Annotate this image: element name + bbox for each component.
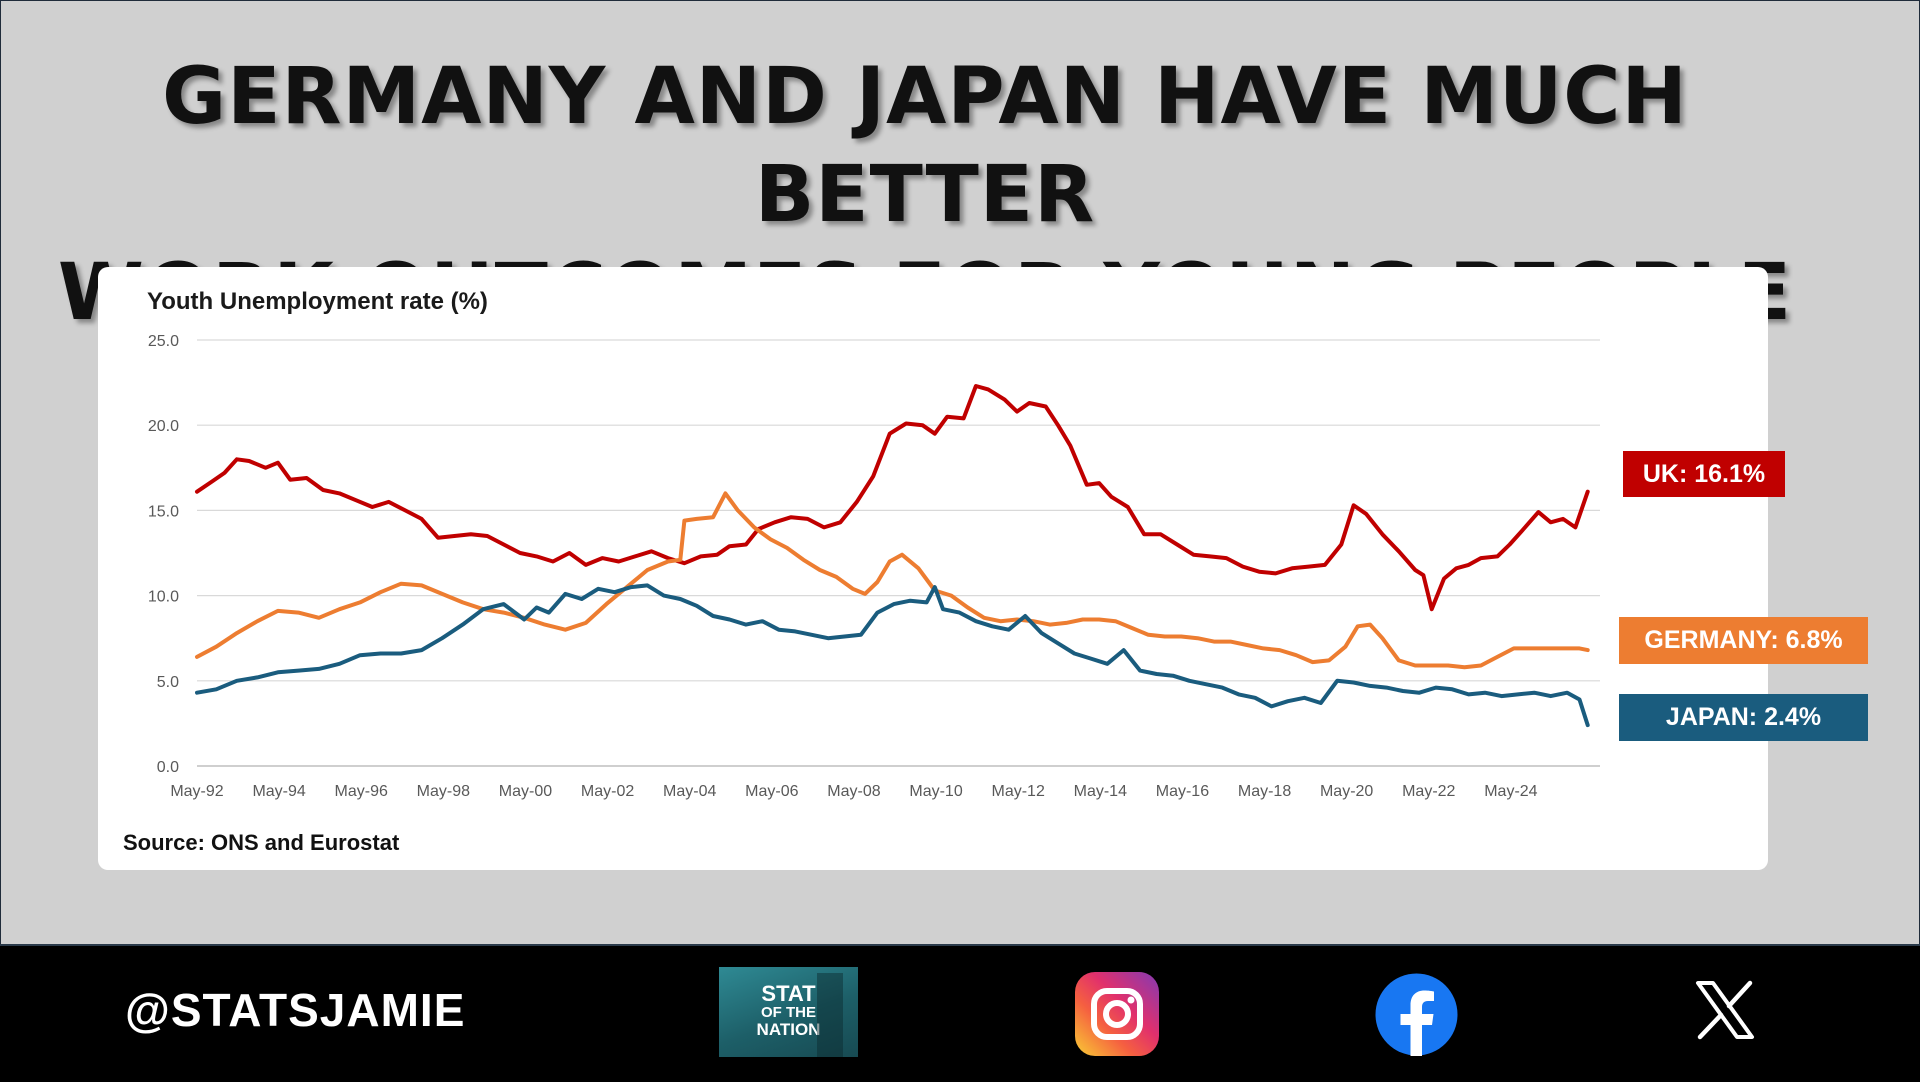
series-line-germany [195,491,1590,670]
uk-value-label: UK: 16.1% [1623,451,1785,497]
x-tick-label: May-06 [745,783,798,800]
chart-source: Source: ONS and Eurostat [123,830,400,855]
x-tick-label: May-20 [1320,783,1373,800]
x-tick-label: May-04 [663,783,716,800]
logo-line-2: OF THE [761,1004,816,1021]
stat-of-the-nation-logo[interactable]: STAT OF THE NATION [719,967,858,1057]
facebook-icon[interactable] [1375,973,1458,1056]
footer-bar [0,944,1920,1082]
y-tick-label: 5.0 [157,674,179,691]
japan-value-label: JAPAN: 2.4% [1619,694,1868,741]
x-tick-label: May-24 [1484,783,1537,800]
instagram-icon[interactable] [1075,972,1159,1056]
x-icon[interactable] [1695,980,1755,1040]
y-tick-label: 0.0 [157,759,179,776]
y-tick-label: 15.0 [148,503,179,520]
social-handle[interactable]: @STATSJAMIE [125,984,466,1036]
series-line-japan [195,583,1590,728]
series-line-uk [195,384,1590,612]
x-tick-label: May-16 [1156,783,1209,800]
x-tick-label: May-14 [1074,783,1127,800]
x-tick-label: May-08 [827,783,880,800]
x-tick-label: May-12 [992,783,1045,800]
y-tick-label: 20.0 [148,418,179,435]
x-tick-label: May-10 [909,783,962,800]
y-tick-label: 25.0 [148,333,179,350]
germany-value-label: GERMANY: 6.8% [1619,617,1868,664]
logo-line-3: NATION [756,1020,821,1039]
tower-silhouette [817,973,843,1057]
x-tick-label: May-02 [581,783,634,800]
x-tick-label: May-92 [170,783,223,800]
title-line-1: GERMANY AND JAPAN HAVE MUCH BETTER [162,52,1688,240]
y-tick-label: 10.0 [148,589,179,606]
instagram-glyph [1091,988,1143,1040]
chart-card [98,267,1768,870]
x-tick-label: May-94 [252,783,305,800]
chart-title: Youth Unemployment rate (%) [147,288,488,315]
logo-line-1: STAT [761,981,816,1006]
x-tick-label: May-22 [1402,783,1455,800]
x-tick-label: May-98 [417,783,470,800]
x-tick-label: May-18 [1238,783,1291,800]
x-tick-label: May-96 [335,783,388,800]
x-tick-label: May-00 [499,783,552,800]
